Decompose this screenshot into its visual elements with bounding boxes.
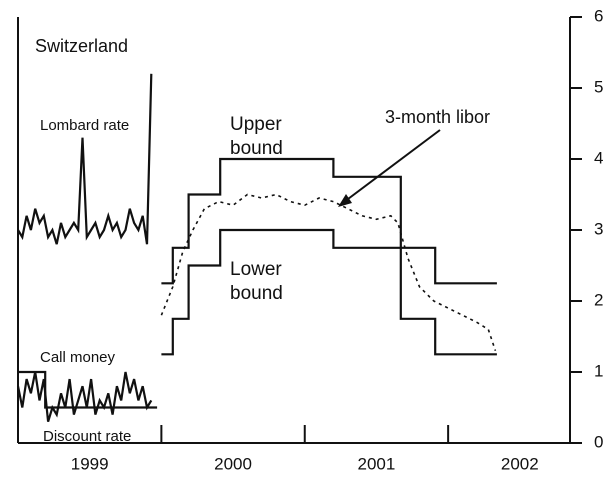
annotation: Switzerland [35,36,128,56]
x-tick-label: 2002 [501,454,539,473]
x-tick-label: 1999 [71,454,109,473]
y-tick-label: 0 [594,432,603,451]
annotation: Discount rate [43,428,131,445]
annotation: Upper [230,114,282,135]
annotation: bound [230,138,283,159]
series-line [161,228,497,356]
y-tick-label: 1 [594,361,603,380]
y-tick-label: 2 [594,290,603,309]
arrow [343,129,441,203]
x-tick-label: 2000 [214,454,252,473]
series-line [161,157,497,285]
y-tick-label: 5 [594,77,603,96]
annotation: Call money [40,349,116,366]
y-tick-label: 3 [594,219,603,238]
annotation: bound [230,283,283,304]
y-tick-label: 6 [594,6,603,25]
series-line [18,370,158,409]
series-line [17,73,153,245]
annotation: 3-month libor [385,107,490,127]
annotation: Lombard rate [40,117,129,134]
arrow-head [338,194,352,207]
series-line [16,371,153,423]
y-tick-label: 4 [594,148,603,167]
annotation: Lower [230,259,282,280]
x-tick-label: 2001 [358,454,396,473]
series-line [160,193,497,351]
